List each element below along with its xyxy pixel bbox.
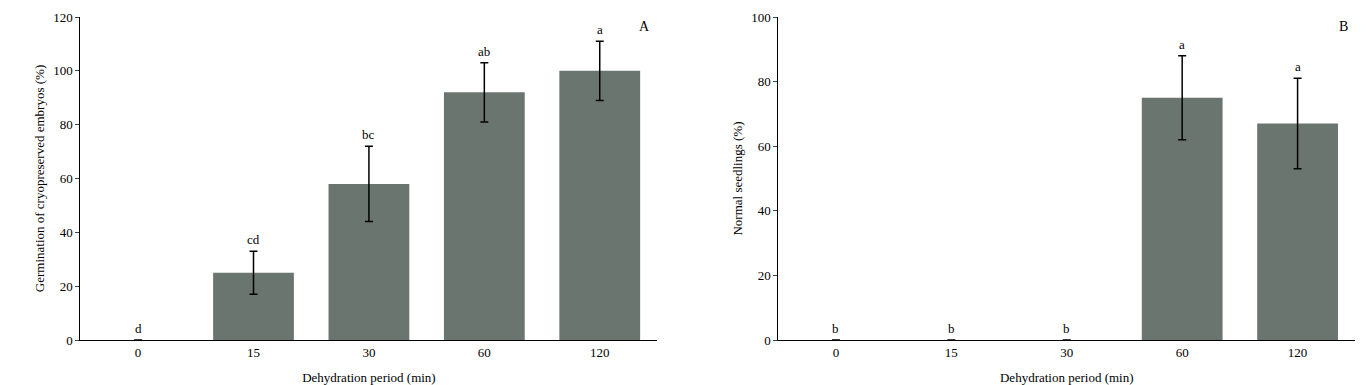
svg-text:a: a: [1295, 59, 1301, 74]
svg-text:80: 80: [758, 74, 771, 89]
svg-text:20: 20: [60, 279, 73, 294]
svg-text:0: 0: [833, 345, 840, 360]
svg-text:b: b: [832, 321, 839, 336]
svg-text:60: 60: [478, 345, 491, 360]
svg-text:bc: bc: [362, 127, 375, 142]
svg-text:20: 20: [758, 268, 771, 283]
svg-text:30: 30: [1060, 345, 1073, 360]
svg-text:a: a: [597, 22, 603, 37]
svg-text:Normal seedlings (%): Normal seedlings (%): [730, 121, 745, 235]
svg-text:cd: cd: [247, 232, 260, 247]
svg-text:0: 0: [135, 345, 142, 360]
svg-text:30: 30: [362, 345, 375, 360]
svg-text:60: 60: [758, 139, 771, 154]
svg-text:0: 0: [764, 333, 771, 348]
svg-text:Dehydration period (min): Dehydration period (min): [1000, 370, 1134, 385]
svg-text:B: B: [1339, 19, 1348, 34]
svg-text:Germination of cryopreserved e: Germination of cryopreserved embryos (%): [32, 65, 47, 292]
svg-text:40: 40: [758, 203, 771, 218]
svg-text:b: b: [948, 321, 955, 336]
svg-text:ab: ab: [478, 44, 490, 59]
svg-text:120: 120: [53, 10, 73, 25]
svg-text:d: d: [135, 321, 142, 336]
svg-text:60: 60: [60, 171, 73, 186]
svg-text:Dehydration period (min): Dehydration period (min): [302, 370, 436, 385]
svg-text:A: A: [639, 19, 650, 34]
svg-text:a: a: [1179, 37, 1185, 52]
svg-text:120: 120: [1288, 345, 1308, 360]
svg-text:100: 100: [53, 63, 73, 78]
svg-text:80: 80: [60, 117, 73, 132]
svg-text:100: 100: [751, 10, 771, 25]
svg-text:60: 60: [1176, 345, 1189, 360]
svg-text:40: 40: [60, 225, 73, 240]
svg-text:15: 15: [247, 345, 260, 360]
svg-text:b: b: [1063, 321, 1070, 336]
svg-text:0: 0: [66, 333, 73, 348]
svg-text:120: 120: [590, 345, 610, 360]
svg-text:15: 15: [945, 345, 958, 360]
